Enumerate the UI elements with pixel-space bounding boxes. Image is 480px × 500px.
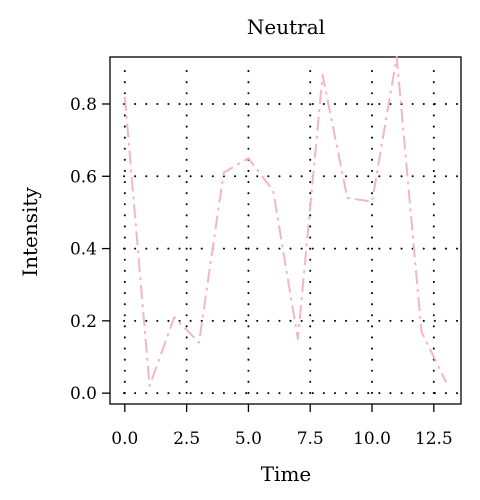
y-tick-label: 0.8: [70, 95, 97, 115]
y-tick-label: 0.0: [70, 384, 97, 404]
plot-frame: [109, 56, 462, 405]
x-tick-label: 12.5: [415, 429, 453, 449]
x-tick-label: 0.0: [111, 429, 138, 449]
grid: [123, 70, 462, 405]
x-axis-label: Time: [261, 462, 312, 486]
y-tick-label: 0.2: [70, 312, 97, 332]
y-tick-label: 0.4: [70, 240, 97, 260]
x-tick-label: 2.5: [173, 429, 200, 449]
x-tick-label: 10.0: [353, 429, 391, 449]
y-axis-label: Intensity: [18, 187, 42, 277]
x-axis: 0.0 2.5 5.0 7.5 10.0 12.5: [111, 404, 453, 449]
y-tick-label: 0.6: [70, 167, 97, 187]
y-axis: 0.0 0.2 0.4 0.6 0.8: [70, 95, 110, 404]
series-layer: [123, 56, 448, 387]
x-tick-label: 5.0: [235, 429, 262, 449]
chart-title: Neutral: [247, 15, 325, 39]
x-tick-label: 7.5: [297, 429, 324, 449]
series-line-0: [123, 56, 448, 387]
